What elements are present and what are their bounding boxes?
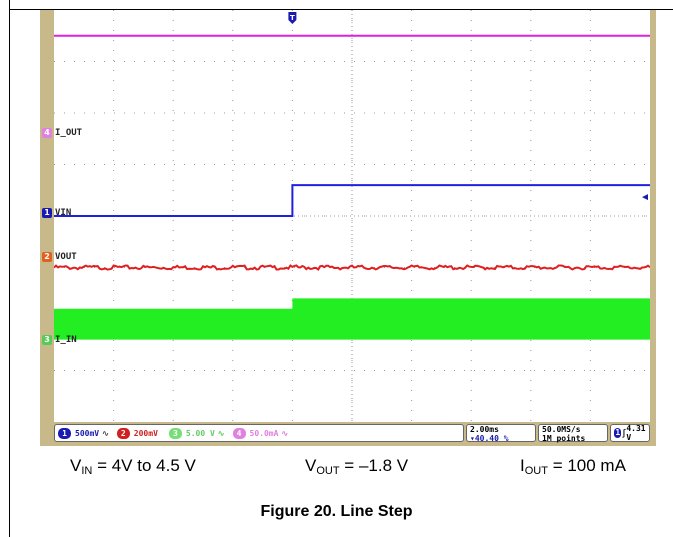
channel-4-marker: 4: [42, 128, 52, 138]
page-frame-left: [9, 0, 10, 537]
trigger-marker-label: T: [290, 14, 295, 22]
trace-vin: [54, 184, 650, 217]
channel-3-label: I_IN: [55, 335, 77, 345]
trigger-box: 1 ∫ 4.31 V: [610, 424, 650, 442]
page-frame-top: [9, 9, 673, 10]
trace-vout: [54, 264, 650, 271]
bandwidth-limit-icon: ∿: [281, 428, 289, 438]
channel-3-marker: 3: [42, 335, 52, 345]
bandwidth-limit-icon: ∿: [102, 428, 109, 438]
channel-4-scale: 50.0mA: [249, 428, 279, 438]
figure-title: Figure 20. Line Step: [260, 503, 413, 520]
trigger-slope-icon: ∫: [621, 428, 627, 438]
trigger-position-icon: ▾: [470, 434, 475, 443]
channel-2-marker: 2: [42, 252, 52, 262]
scope-plot: T: [54, 10, 650, 422]
caption-iout: IOUT = 100 mA: [520, 456, 626, 477]
record-length: 1M points: [542, 434, 586, 443]
scope-screen: T: [54, 10, 650, 422]
channel-2-label: VOUT: [55, 252, 77, 262]
channel-3-badge: 3: [168, 427, 182, 439]
channel-4-setting: 4 50.0mA ∿: [232, 427, 289, 439]
trigger-level: 4.31 V: [626, 424, 646, 442]
timebase-box: 2.00ms ▾40.40 %: [466, 424, 536, 443]
trigger-channel-badge: 1: [614, 428, 622, 438]
channel-1-setting: 1 500mV ∿: [58, 427, 109, 439]
channel-2-scale: 200mV: [133, 428, 158, 438]
channel-1-scale: 500mV: [75, 428, 100, 438]
channel-3-setting: 3 5.00 V ∿: [168, 427, 225, 439]
channel-4-label: I_OUT: [55, 128, 83, 138]
trigger-position-value: 40.40 %: [474, 434, 509, 443]
trace-i-in: [54, 298, 650, 340]
channel-1-label: VIN: [55, 208, 72, 218]
trigger-level-arrow-icon: [642, 194, 648, 201]
bandwidth-limit-icon: ∿: [217, 428, 225, 438]
trigger-position-icon: [288, 12, 297, 24]
channel-1-badge: 1: [58, 427, 71, 439]
timebase-value: 2.00ms: [470, 425, 499, 434]
caption-vin: VIN = 4V to 4.5 V: [70, 456, 196, 477]
channel-2-setting: 2 200mV: [116, 427, 161, 439]
sample-rate: 50.0MS/s: [542, 425, 581, 434]
caption-vout: VOUT = –1.8 V: [305, 456, 409, 477]
channel-3-scale: 5.00 V: [185, 428, 215, 438]
channel-settings-box: 1 500mV ∿ 2 200mV 3 5.00 V ∿ 4 50.0mA ∿: [54, 424, 464, 442]
channel-1-marker: 1: [42, 208, 52, 218]
channel-2-badge: 2: [116, 427, 130, 439]
scope-status-bar: 1 500mV ∿ 2 200mV 3 5.00 V ∿ 4 50.0mA ∿ …: [54, 422, 650, 444]
channel-4-badge: 4: [232, 427, 246, 439]
trigger-position-row: ▾40.40 %: [470, 434, 532, 443]
acquisition-box: 50.0MS/s 1M points: [538, 424, 608, 443]
